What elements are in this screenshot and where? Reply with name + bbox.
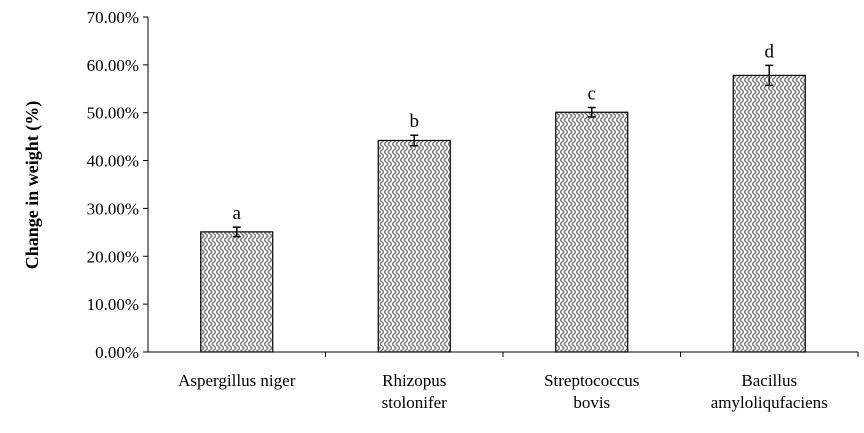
error-bar [765,64,774,87]
x-tick-label: Aspergillus niger [178,371,296,390]
y-tick-label: 0.00% [95,343,139,362]
x-tick-label: Rhizopus stolonifer [381,371,447,412]
annotation: a [233,203,242,224]
y-tick-label: 70.00% [87,8,139,27]
bar [732,74,806,353]
annotation: d [765,41,775,62]
error-bar [587,106,596,118]
x-tick-label: Streptococcus bovis [544,371,640,412]
bar [377,139,451,353]
y-axis-label: Change in weight (%) [22,101,43,270]
x-tick-label: Bacillus amyloliqufaciens [710,371,828,412]
error-bar [410,134,419,147]
bar [555,111,629,353]
annotation: b [410,111,420,132]
y-tick-label: 60.00% [87,56,139,75]
y-tick-label: 30.00% [87,199,139,218]
error-bar [232,226,241,238]
y-tick-label: 50.00% [87,104,139,123]
y-tick-label: 10.00% [87,295,139,314]
annotation: c [588,83,596,104]
y-tick-label: 40.00% [87,152,139,171]
y-tick-label: 20.00% [87,247,139,266]
bar [200,231,274,353]
